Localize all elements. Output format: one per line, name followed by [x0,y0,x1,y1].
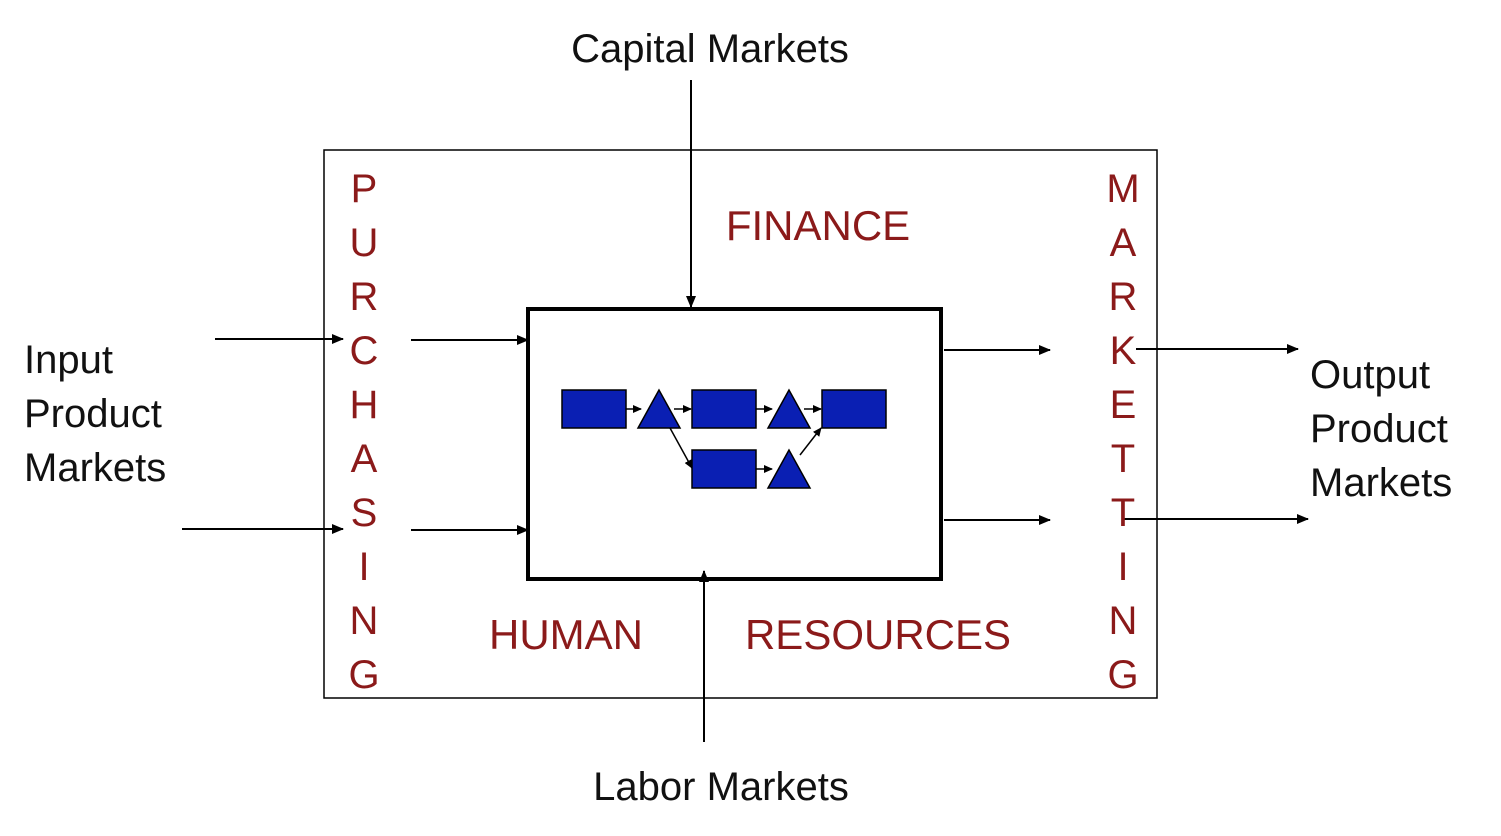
process-inventory-triangle [636,388,682,429]
purchasing-letter: U [350,221,379,265]
process-step-box [691,389,757,429]
purchasing-letter: R [350,275,379,319]
output-label-line-1: Output [1310,353,1430,397]
purchasing-letter: C [350,329,379,373]
output-product-markets-label: Output Product Markets [1310,353,1459,505]
input-label-line-3: Markets [24,446,166,490]
purchasing-letter: S [351,491,378,535]
marketing-letter: T [1111,491,1135,535]
marketing-letter: I [1117,545,1128,589]
process-step-box [821,389,887,429]
capital-markets-label: Capital Markets [571,27,849,71]
purchasing-letter: I [358,545,369,589]
marketing-letter: K [1110,329,1137,373]
process-step-box [691,449,757,489]
process-branch-arrow [669,427,693,469]
marketing-letter: M [1106,167,1139,211]
input-label-line-2: Product [24,392,162,436]
marketing-letter: G [1107,653,1138,697]
purchasing-letter: N [350,599,379,643]
marketing-letter: T [1111,437,1135,481]
marketing-label: M A R K E T T I N G [1106,167,1139,697]
marketing-letter: N [1109,599,1138,643]
purchasing-letter: P [351,167,378,211]
firm-boundary [323,149,1158,699]
purchasing-letter: H [350,383,379,427]
process-flow [561,388,887,489]
labor-markets-label: Labor Markets [593,765,849,809]
purchasing-letter: G [348,653,379,697]
finance-label: FINANCE [726,202,910,249]
process-inventory-triangle [766,448,812,489]
input-product-markets-label: Input Product Markets [24,338,173,490]
purchasing-label: P U R C H A S I N G [348,167,379,697]
marketing-letter: A [1110,221,1137,265]
output-label-line-2: Product [1310,407,1448,451]
operations-box [526,307,943,581]
process-inventory-triangle [766,388,812,429]
input-label-line-1: Input [24,338,113,382]
process-merge-arrow [799,427,822,456]
output-label-line-3: Markets [1310,461,1452,505]
resources-label: RESOURCES [745,611,1011,658]
marketing-letter: E [1110,383,1137,427]
process-step-box [561,389,627,429]
purchasing-letter: A [351,437,378,481]
marketing-letter: R [1109,275,1138,319]
human-label: HUMAN [489,611,643,658]
